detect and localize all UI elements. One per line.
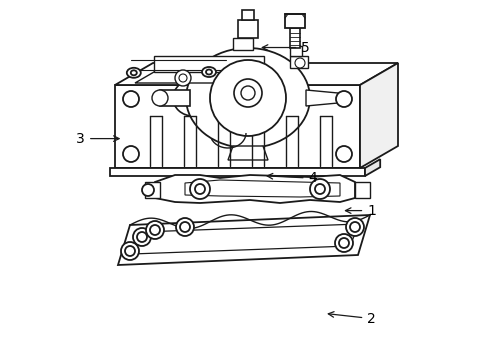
Ellipse shape xyxy=(142,184,154,196)
Text: 2: 2 xyxy=(327,312,375,325)
Ellipse shape xyxy=(335,146,351,162)
Text: 5: 5 xyxy=(262,41,309,54)
Polygon shape xyxy=(135,72,264,83)
Bar xyxy=(289,28,299,48)
Ellipse shape xyxy=(338,238,348,248)
Ellipse shape xyxy=(133,228,151,246)
Ellipse shape xyxy=(130,70,137,75)
Bar xyxy=(285,14,305,28)
Polygon shape xyxy=(115,85,359,168)
Ellipse shape xyxy=(209,60,285,136)
Ellipse shape xyxy=(125,246,135,256)
Ellipse shape xyxy=(195,184,204,194)
Ellipse shape xyxy=(137,232,147,242)
Bar xyxy=(238,20,258,38)
Polygon shape xyxy=(154,56,264,72)
Bar xyxy=(242,10,253,20)
Ellipse shape xyxy=(150,225,160,235)
Bar xyxy=(289,56,307,68)
Ellipse shape xyxy=(190,179,209,199)
Text: 4: 4 xyxy=(266,171,317,185)
Ellipse shape xyxy=(179,74,186,82)
Ellipse shape xyxy=(309,179,329,199)
Bar xyxy=(289,46,302,56)
Polygon shape xyxy=(364,159,380,176)
Ellipse shape xyxy=(314,184,325,194)
Ellipse shape xyxy=(176,218,194,236)
Ellipse shape xyxy=(346,218,363,236)
Polygon shape xyxy=(110,168,364,176)
Ellipse shape xyxy=(294,58,305,68)
Text: 3: 3 xyxy=(76,132,119,145)
Polygon shape xyxy=(118,215,369,265)
Polygon shape xyxy=(227,146,267,160)
Text: 1: 1 xyxy=(345,204,375,217)
Ellipse shape xyxy=(180,222,190,232)
Ellipse shape xyxy=(334,234,352,252)
Polygon shape xyxy=(354,182,369,198)
Ellipse shape xyxy=(241,86,254,100)
Ellipse shape xyxy=(202,67,216,77)
Polygon shape xyxy=(305,90,337,106)
Ellipse shape xyxy=(349,222,359,232)
Polygon shape xyxy=(115,63,397,85)
Bar xyxy=(160,90,190,106)
Ellipse shape xyxy=(335,91,351,107)
Polygon shape xyxy=(132,224,358,254)
Ellipse shape xyxy=(152,90,168,106)
Polygon shape xyxy=(184,180,339,197)
Polygon shape xyxy=(359,63,397,168)
Ellipse shape xyxy=(126,68,141,78)
Ellipse shape xyxy=(175,70,191,86)
Ellipse shape xyxy=(185,48,309,148)
Polygon shape xyxy=(145,182,160,198)
Ellipse shape xyxy=(123,91,139,107)
Polygon shape xyxy=(155,175,354,203)
Polygon shape xyxy=(232,38,252,50)
Ellipse shape xyxy=(234,79,262,107)
Ellipse shape xyxy=(123,146,139,162)
Ellipse shape xyxy=(146,221,163,239)
Ellipse shape xyxy=(205,69,212,75)
Ellipse shape xyxy=(121,242,139,260)
